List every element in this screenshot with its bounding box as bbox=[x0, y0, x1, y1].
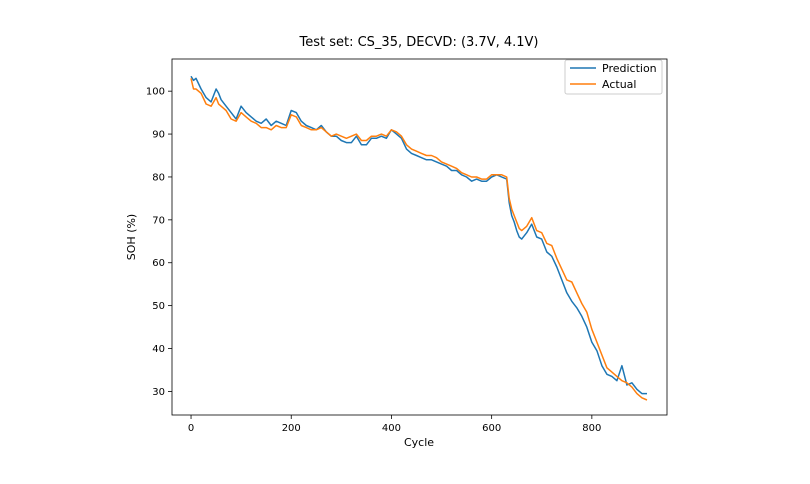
legend: Prediction Actual bbox=[564, 59, 663, 95]
x-axis: 0 200 400 600 800 bbox=[188, 415, 601, 434]
y-tick-label: 100 bbox=[146, 87, 165, 98]
y-tick-label: 40 bbox=[152, 344, 165, 355]
y-tick-label: 60 bbox=[152, 258, 165, 269]
series-line-prediction bbox=[190, 75, 647, 395]
chart-title: Test set: CS_35, DECVD: (3.7V, 4.1V) bbox=[298, 35, 538, 50]
legend-label-prediction: Prediction bbox=[602, 62, 657, 75]
x-tick-label: 800 bbox=[582, 423, 601, 434]
axes-frame bbox=[171, 58, 668, 416]
y-tick-label: 90 bbox=[152, 130, 165, 141]
plot-area bbox=[190, 75, 648, 401]
x-tick-label: 200 bbox=[282, 423, 301, 434]
x-tick-label: 0 bbox=[188, 423, 194, 434]
x-tick-label: 400 bbox=[382, 423, 401, 434]
series-line-actual bbox=[190, 78, 648, 401]
legend-label-actual: Actual bbox=[602, 78, 636, 91]
y-axis-label: SOH (%) bbox=[125, 214, 138, 260]
x-tick-label: 600 bbox=[482, 423, 501, 434]
y-tick-label: 30 bbox=[152, 387, 165, 398]
x-axis-label: Cycle bbox=[404, 436, 434, 449]
y-tick-label: 50 bbox=[152, 301, 165, 312]
y-axis: 30 40 50 60 70 80 90 100 bbox=[146, 87, 172, 398]
y-tick-label: 70 bbox=[152, 215, 165, 226]
y-tick-label: 80 bbox=[152, 172, 165, 183]
